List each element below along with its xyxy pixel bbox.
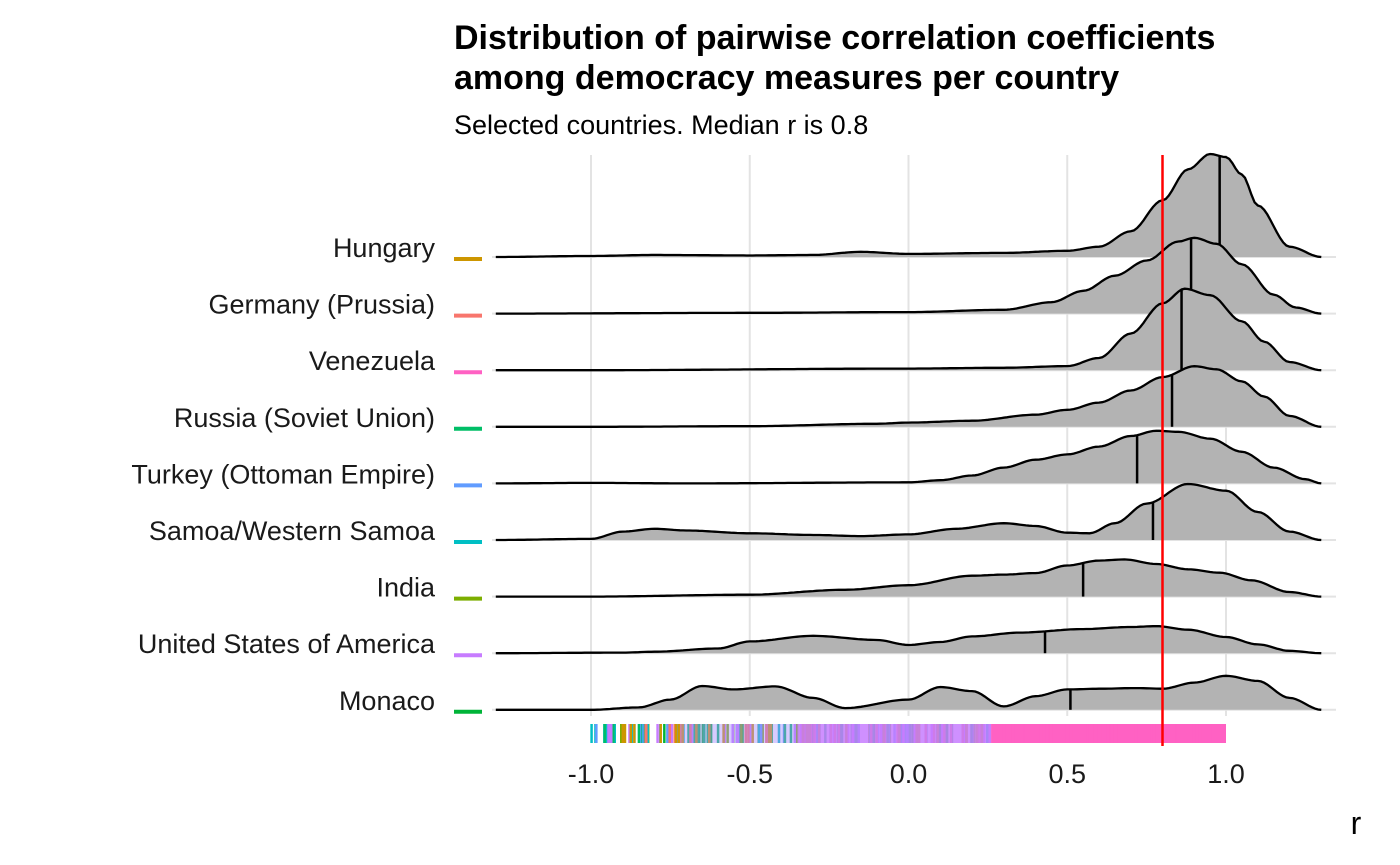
- ridge-outline: [495, 482, 1322, 542]
- density-ridges: [495, 152, 1322, 711]
- chart-subtitle: Selected countries. Median r is 0.8: [454, 110, 868, 140]
- ridge-outline: [495, 365, 1322, 428]
- ridge-outline: [495, 429, 1322, 485]
- ridge-fill: [495, 484, 1322, 540]
- country-label: Venezuela: [309, 346, 436, 376]
- ridge-outline: [495, 152, 1322, 259]
- chart-title-line1: Distribution of pairwise correlation coe…: [454, 19, 1215, 57]
- ridge-fill: [495, 288, 1322, 371]
- ridge-outline: [495, 287, 1322, 372]
- country-label: Russia (Soviet Union): [174, 403, 435, 433]
- x-tick-label: 0.0: [890, 759, 928, 789]
- country-label: United States of America: [138, 629, 436, 659]
- ridge-fill: [495, 430, 1322, 484]
- rug-marks: [590, 724, 1226, 743]
- ridge-fill: [495, 559, 1322, 597]
- rug-band: [679, 724, 798, 743]
- country-label: Samoa/Western Samoa: [149, 516, 436, 546]
- x-axis-label: r: [1351, 805, 1362, 841]
- ridge-fill: [495, 237, 1322, 314]
- country-label: India: [376, 573, 436, 603]
- ridge-fill: [495, 626, 1322, 654]
- x-tick-label: 0.5: [1048, 759, 1086, 789]
- ridge-outline: [495, 624, 1322, 655]
- ridge-fill: [495, 154, 1322, 257]
- ridge-fill: [495, 675, 1322, 710]
- x-tick-label: -1.0: [568, 759, 615, 789]
- chart-title-line2: among democracy measures per country: [454, 59, 1119, 97]
- country-label: Turkey (Ottoman Empire): [131, 459, 435, 489]
- ridge-outline: [495, 674, 1322, 711]
- x-tick-labels: -1.0 -0.5 0.0 0.5 1.0: [568, 759, 1245, 789]
- x-tick-label: -0.5: [726, 759, 773, 789]
- x-tick-label: 1.0: [1207, 759, 1245, 789]
- country-label: Monaco: [339, 686, 435, 716]
- ridge-fill: [495, 366, 1322, 427]
- country-labels: Hungary Germany (Prussia) Venezuela Russia …: [131, 233, 482, 716]
- rug-band: [797, 724, 992, 743]
- country-label: Hungary: [333, 233, 436, 263]
- ridge-outline: [495, 558, 1322, 598]
- ridge-outline: [495, 236, 1322, 315]
- country-label: Germany (Prussia): [208, 290, 435, 320]
